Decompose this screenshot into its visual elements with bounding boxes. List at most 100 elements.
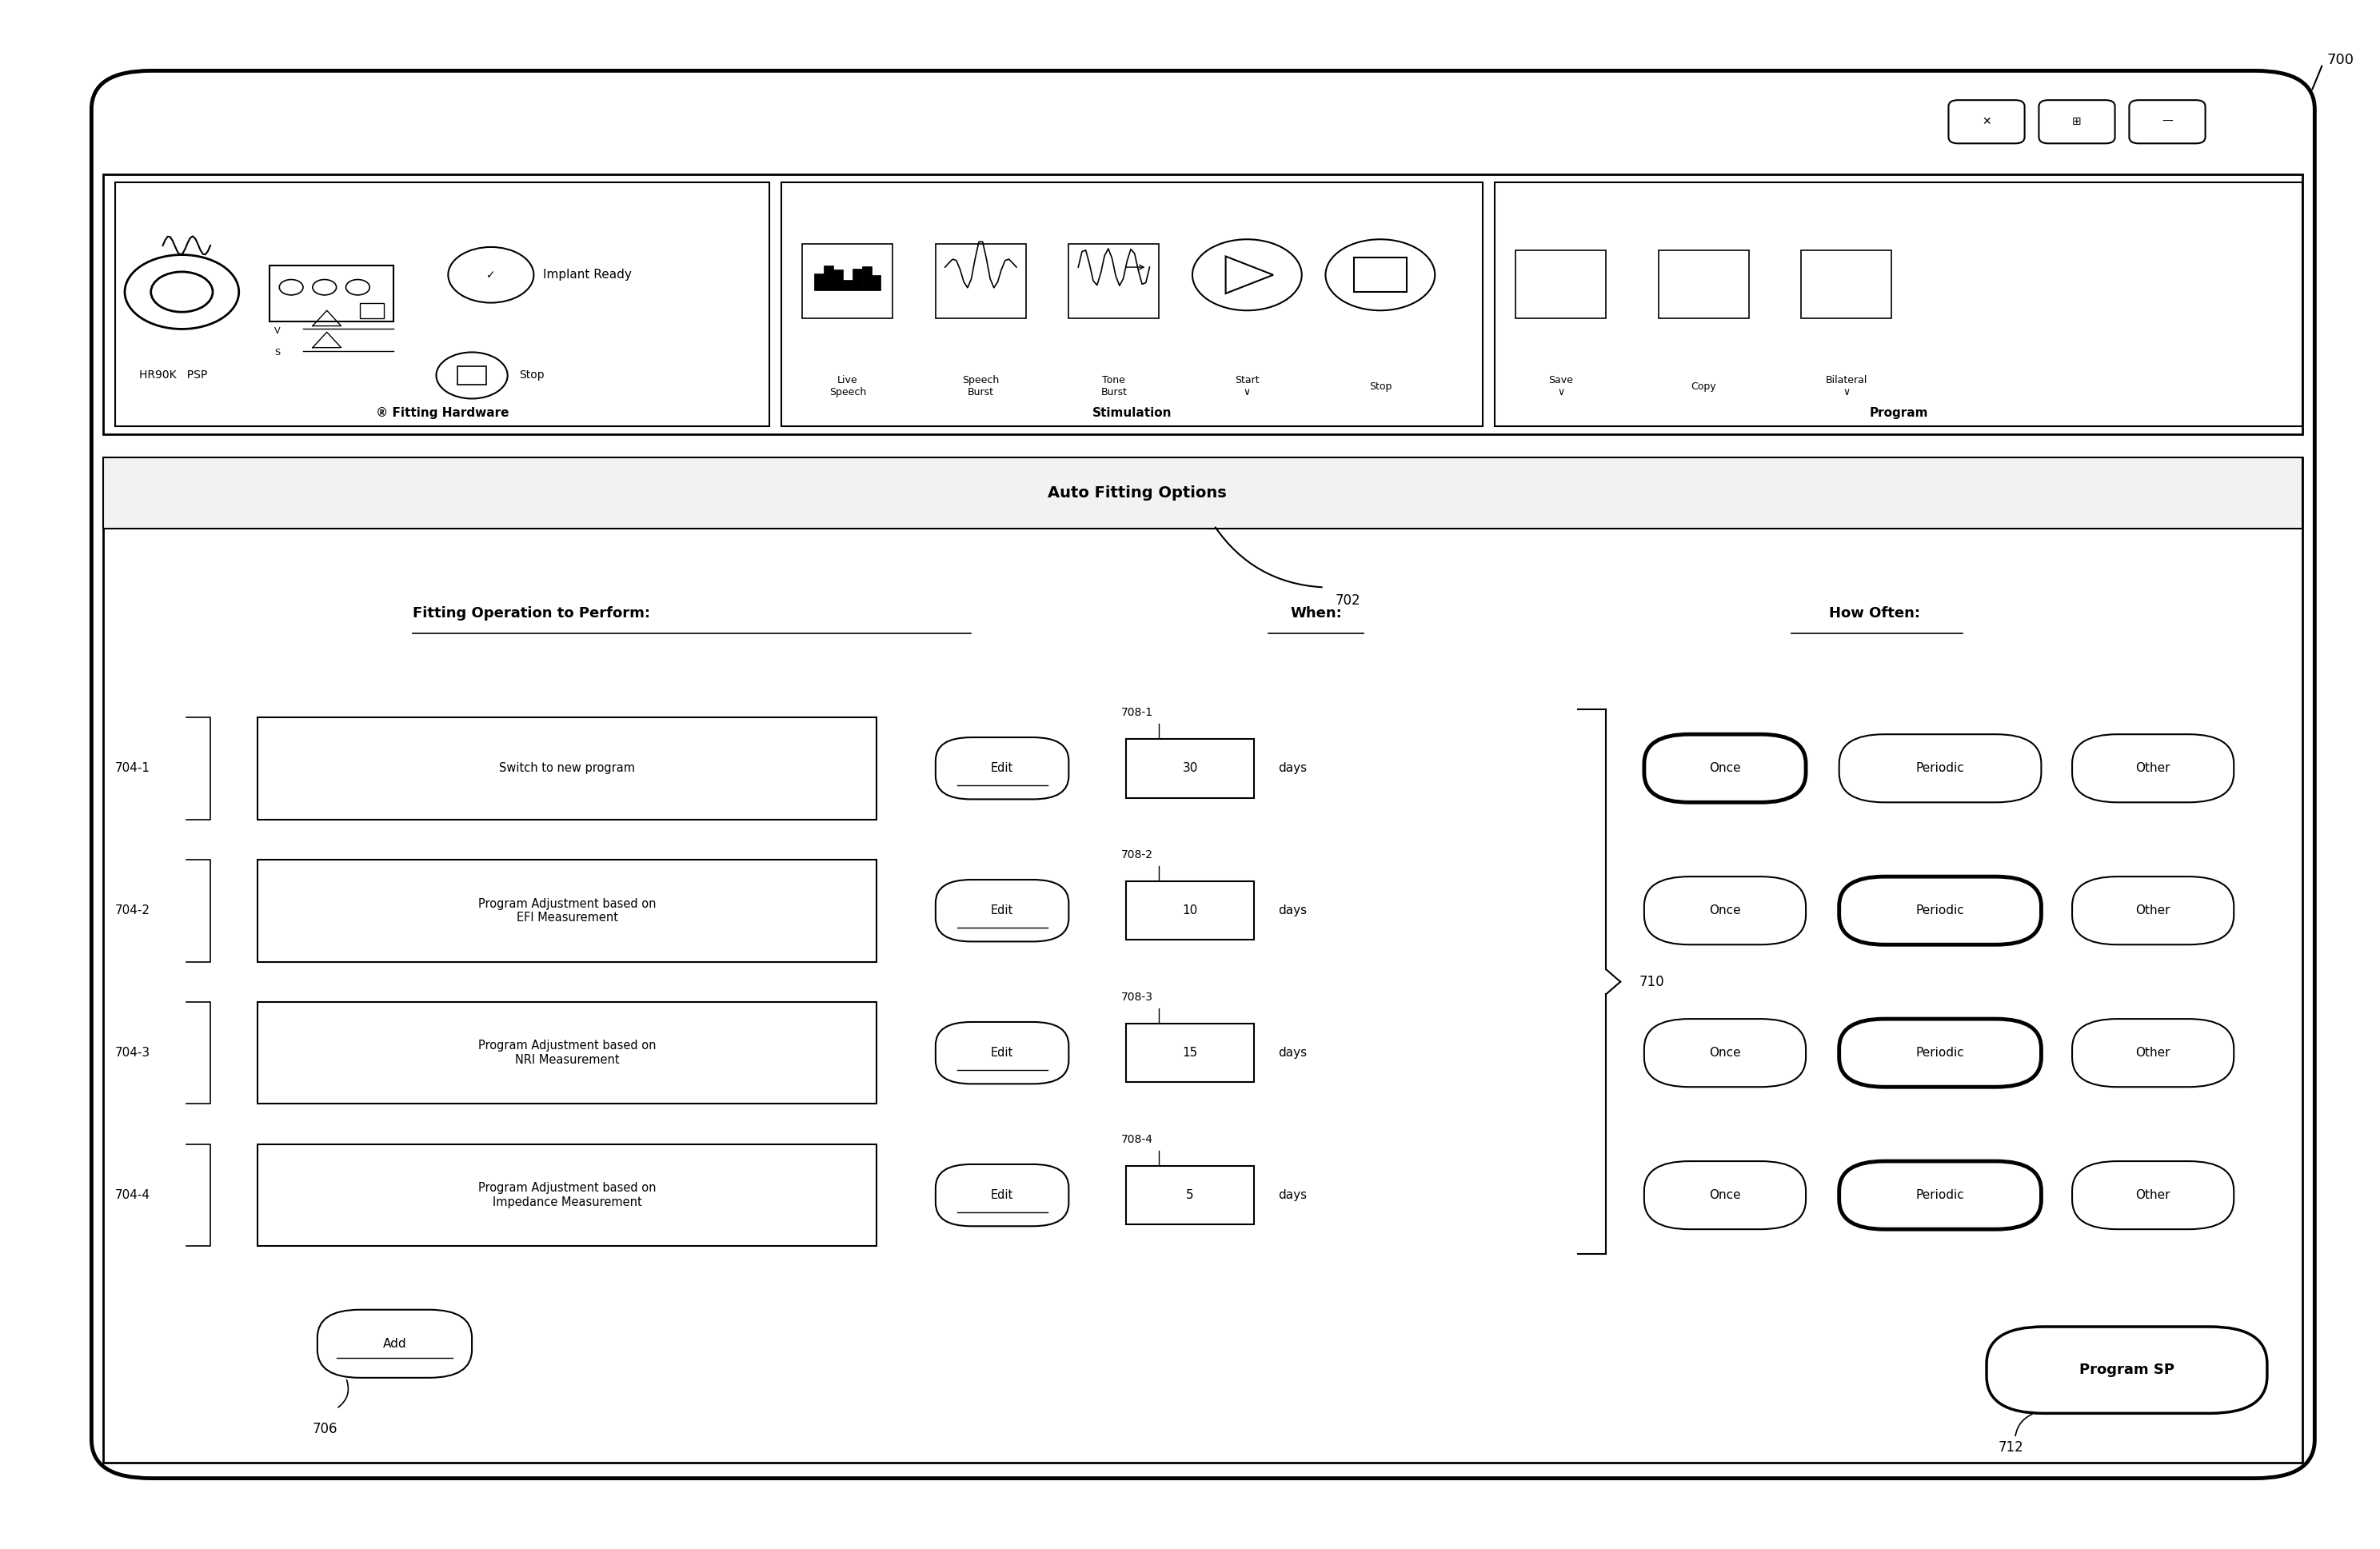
FancyBboxPatch shape bbox=[2073, 734, 2235, 802]
Text: Program: Program bbox=[1868, 407, 1928, 418]
Text: Periodic: Periodic bbox=[1916, 1190, 1963, 1200]
Text: When:: When: bbox=[1290, 607, 1342, 621]
Text: Periodic: Periodic bbox=[1916, 1047, 1963, 1060]
Bar bbox=[833, 270, 843, 290]
Text: Live
Speech: Live Speech bbox=[828, 375, 866, 398]
Text: Edit: Edit bbox=[990, 905, 1014, 917]
Text: Periodic: Periodic bbox=[1916, 905, 1963, 917]
Text: Implant Ready: Implant Ready bbox=[543, 270, 633, 280]
Text: Edit: Edit bbox=[990, 762, 1014, 774]
Text: Switch to new program: Switch to new program bbox=[500, 762, 635, 774]
Bar bbox=[823, 266, 833, 290]
Text: 704-1: 704-1 bbox=[114, 762, 150, 774]
Bar bbox=[257, 1145, 876, 1247]
Bar bbox=[1069, 243, 1159, 318]
Text: days: days bbox=[1278, 1047, 1307, 1060]
Bar bbox=[852, 268, 862, 290]
Bar bbox=[1126, 1166, 1254, 1225]
FancyBboxPatch shape bbox=[935, 1022, 1069, 1084]
Bar bbox=[1126, 1024, 1254, 1083]
Text: Start
∨: Start ∨ bbox=[1235, 375, 1259, 398]
Text: V: V bbox=[274, 327, 281, 335]
Bar bbox=[114, 183, 769, 426]
Text: 30: 30 bbox=[1183, 762, 1197, 774]
Bar bbox=[814, 274, 823, 290]
FancyBboxPatch shape bbox=[1840, 1019, 2042, 1087]
Bar bbox=[359, 302, 383, 318]
Bar bbox=[871, 276, 881, 290]
Text: 708-3: 708-3 bbox=[1121, 991, 1152, 1002]
Text: Copy: Copy bbox=[1690, 381, 1716, 392]
Bar bbox=[102, 175, 2304, 434]
Text: Edit: Edit bbox=[990, 1047, 1014, 1060]
Text: 706: 706 bbox=[312, 1422, 338, 1436]
Text: Speech
Burst: Speech Burst bbox=[962, 375, 1000, 398]
Text: HR90K   PSP: HR90K PSP bbox=[138, 370, 207, 381]
Text: Once: Once bbox=[1709, 1047, 1740, 1060]
Bar bbox=[1659, 249, 1749, 318]
Text: 15: 15 bbox=[1183, 1047, 1197, 1060]
Text: ⊞: ⊞ bbox=[2073, 116, 2082, 127]
Text: Bilateral
∨: Bilateral ∨ bbox=[1825, 375, 1868, 398]
Bar bbox=[935, 243, 1026, 318]
FancyBboxPatch shape bbox=[2073, 877, 2235, 945]
Text: 708-4: 708-4 bbox=[1121, 1134, 1152, 1145]
FancyBboxPatch shape bbox=[1840, 1162, 2042, 1230]
Text: 704-3: 704-3 bbox=[114, 1047, 150, 1060]
Text: Stop: Stop bbox=[519, 370, 545, 381]
Text: Program SP: Program SP bbox=[2080, 1363, 2175, 1377]
Bar bbox=[457, 366, 486, 384]
Text: ✕: ✕ bbox=[1983, 116, 1992, 127]
Text: 700: 700 bbox=[2328, 53, 2354, 67]
Text: Tone
Burst: Tone Burst bbox=[1100, 375, 1128, 398]
Bar bbox=[1495, 183, 2304, 426]
Text: 708-2: 708-2 bbox=[1121, 849, 1152, 861]
Text: 710: 710 bbox=[1640, 974, 1664, 988]
FancyBboxPatch shape bbox=[1840, 734, 2042, 802]
FancyBboxPatch shape bbox=[2073, 1019, 2235, 1087]
Bar bbox=[1354, 257, 1407, 291]
Bar bbox=[269, 265, 393, 321]
Bar bbox=[1802, 249, 1892, 318]
FancyBboxPatch shape bbox=[935, 737, 1069, 799]
Bar bbox=[781, 183, 1483, 426]
FancyBboxPatch shape bbox=[1987, 1326, 2268, 1413]
FancyBboxPatch shape bbox=[1949, 101, 2025, 144]
Text: Periodic: Periodic bbox=[1916, 762, 1963, 774]
FancyBboxPatch shape bbox=[935, 1165, 1069, 1227]
Text: Once: Once bbox=[1709, 762, 1740, 774]
Text: How Often:: How Often: bbox=[1830, 607, 1921, 621]
Bar bbox=[102, 457, 2304, 528]
Text: Save
∨: Save ∨ bbox=[1549, 375, 1573, 398]
Text: days: days bbox=[1278, 905, 1307, 917]
Text: 5: 5 bbox=[1185, 1190, 1195, 1200]
Text: Fitting Operation to Perform:: Fitting Operation to Perform: bbox=[412, 607, 650, 621]
Text: ✓: ✓ bbox=[486, 270, 495, 280]
Text: 708-1: 708-1 bbox=[1121, 706, 1154, 719]
Text: 704-4: 704-4 bbox=[114, 1190, 150, 1200]
Bar bbox=[257, 717, 876, 819]
Text: Program Adjustment based on
EFI Measurement: Program Adjustment based on EFI Measurem… bbox=[478, 898, 657, 923]
FancyBboxPatch shape bbox=[1645, 1162, 1806, 1230]
Text: Other: Other bbox=[2135, 1190, 2171, 1200]
Text: Auto Fitting Options: Auto Fitting Options bbox=[1047, 485, 1226, 500]
Bar bbox=[802, 243, 892, 318]
Text: Once: Once bbox=[1709, 1190, 1740, 1200]
Text: Stop: Stop bbox=[1368, 381, 1392, 392]
Text: Other: Other bbox=[2135, 905, 2171, 917]
Text: 712: 712 bbox=[1999, 1441, 2023, 1455]
FancyBboxPatch shape bbox=[1645, 734, 1806, 802]
FancyBboxPatch shape bbox=[935, 880, 1069, 942]
Text: 10: 10 bbox=[1183, 905, 1197, 917]
FancyBboxPatch shape bbox=[1645, 877, 1806, 945]
FancyBboxPatch shape bbox=[2073, 1162, 2235, 1230]
Text: Other: Other bbox=[2135, 1047, 2171, 1060]
Bar bbox=[843, 280, 852, 290]
FancyBboxPatch shape bbox=[317, 1310, 471, 1377]
FancyBboxPatch shape bbox=[2040, 101, 2116, 144]
Text: —: — bbox=[2161, 116, 2173, 127]
Text: Program Adjustment based on
Impedance Measurement: Program Adjustment based on Impedance Me… bbox=[478, 1182, 657, 1208]
Text: Program Adjustment based on
NRI Measurement: Program Adjustment based on NRI Measurem… bbox=[478, 1039, 657, 1066]
Text: ® Fitting Hardware: ® Fitting Hardware bbox=[376, 407, 509, 418]
FancyBboxPatch shape bbox=[1840, 877, 2042, 945]
